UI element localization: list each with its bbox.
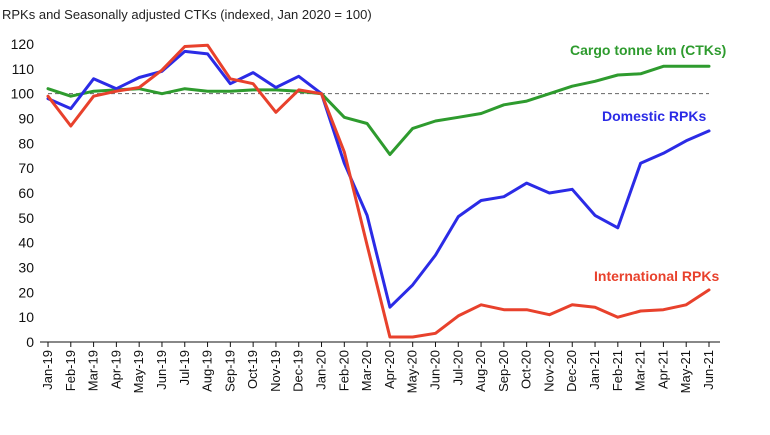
x-tick-label: Jan-21	[587, 350, 602, 390]
x-tick-label: Jun-19	[154, 350, 169, 390]
x-tick-label: Mar-20	[359, 350, 374, 391]
y-tick-label: 70	[18, 160, 34, 176]
series-lines	[46, 43, 711, 339]
y-tick-label: 90	[18, 111, 34, 127]
chart-title: RPKs and Seasonally adjusted CTKs (index…	[2, 7, 372, 22]
y-tick-label: 50	[18, 210, 34, 226]
x-tick-label: Jul-20	[450, 350, 465, 385]
x-tick-label: Feb-20	[336, 350, 351, 391]
x-tick-label: May-21	[678, 350, 693, 393]
x-tick-label: Jun-20	[427, 350, 442, 390]
x-tick-label: Jul-19	[177, 350, 192, 385]
y-tick-label: 100	[11, 86, 35, 102]
x-axis-ticks: Jan-19 Feb-19 Mar-19 Apr-19 May-19 Jun-19 Jul-…	[40, 342, 716, 393]
x-tick-label: Oct-19	[245, 350, 260, 389]
x-tick-label: Apr-19	[108, 350, 123, 389]
x-tick-label: Aug-20	[473, 350, 488, 392]
y-tick-label: 0	[26, 334, 34, 350]
y-tick-label: 20	[18, 284, 34, 300]
series-line-2	[46, 43, 711, 339]
x-tick-label: May-19	[131, 350, 146, 393]
x-tick-label: Oct-20	[519, 350, 534, 389]
x-tick-label: Mar-19	[86, 350, 101, 391]
y-tick-label: 10	[18, 309, 34, 325]
x-tick-label: Jan-19	[40, 350, 55, 390]
y-axis-ticks: 0 10 20 30 40 50 60 70 80 90 100 110 120	[11, 36, 35, 350]
x-tick-label: Apr-21	[655, 350, 670, 389]
x-tick-label: Feb-19	[63, 350, 78, 391]
x-tick-label: Dec-20	[564, 350, 579, 392]
x-tick-label: Sep-20	[496, 350, 511, 392]
series-label-ctk: Cargo tonne km (CTKs)	[570, 42, 726, 58]
x-tick-label: Sep-19	[222, 350, 237, 392]
y-tick-label: 60	[18, 185, 34, 201]
series-label-international: International RPKs	[594, 268, 719, 284]
x-tick-label: Feb-21	[610, 350, 625, 391]
x-tick-label: Jun-21	[701, 350, 716, 390]
x-tick-label: Jan-20	[314, 350, 329, 390]
series-line-0	[46, 64, 711, 156]
x-tick-label: Apr-20	[382, 350, 397, 389]
series-label-domestic: Domestic RPKs	[602, 108, 706, 124]
x-tick-label: May-20	[405, 350, 420, 393]
y-tick-label: 30	[18, 260, 34, 276]
x-tick-label: Nov-19	[268, 350, 283, 392]
series-labels: Cargo tonne km (CTKs) Domestic RPKs Inte…	[570, 42, 726, 284]
y-tick-label: 110	[12, 61, 35, 77]
y-tick-label: 120	[11, 36, 35, 52]
y-tick-label: 40	[18, 235, 34, 251]
x-tick-label: Aug-19	[200, 350, 215, 392]
x-tick-label: Dec-19	[291, 350, 306, 392]
y-tick-label: 80	[18, 135, 34, 151]
x-tick-label: Nov-20	[541, 350, 556, 392]
x-tick-label: Mar-21	[633, 350, 648, 391]
